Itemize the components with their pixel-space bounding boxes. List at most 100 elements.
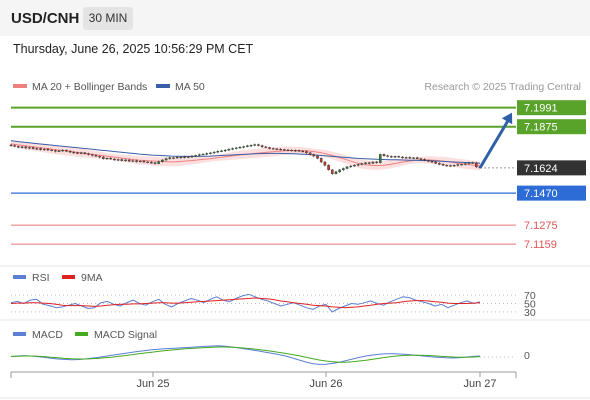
candle-body [393, 156, 397, 158]
candle-body [253, 144, 257, 146]
candle-body [39, 148, 42, 150]
candle-body [175, 156, 179, 159]
symbol-label: USD/CNH [11, 10, 80, 27]
candle-body [382, 154, 386, 156]
candle-body [319, 158, 323, 163]
rsi-level-label: 50 [524, 299, 536, 311]
macd-signal-legend-label: MACD Signal [94, 329, 157, 341]
candle-body [50, 149, 53, 151]
candle-body [212, 151, 216, 154]
candle-body [9, 144, 13, 146]
current-price-label: 7.1624 [524, 163, 558, 175]
rsi-line [10, 293, 481, 313]
current-price-tag [517, 160, 586, 176]
candle-body [445, 165, 449, 167]
candle-body [17, 146, 20, 148]
candle-body [109, 157, 113, 160]
candle-body [90, 154, 94, 156]
candle-body [257, 144, 260, 146]
candle-body [116, 159, 120, 161]
candle-body [227, 148, 231, 151]
candle-body [449, 165, 452, 167]
candle-body [456, 164, 460, 166]
candle-body [290, 149, 293, 152]
candle-body [102, 156, 105, 159]
macd-level-label: 0 [524, 350, 530, 362]
ma50-legend-label: MA 50 [175, 81, 205, 93]
x-tick-label: Jun 25 [136, 378, 169, 390]
resistance-level-label: 7.1991 [524, 103, 558, 115]
candle-body [345, 166, 349, 169]
candle-body [419, 158, 423, 160]
candle-body [463, 163, 467, 165]
candle-body [231, 148, 234, 150]
candle-body [164, 158, 168, 161]
candle-body [153, 162, 157, 164]
macd-signal-line [10, 346, 481, 363]
candle-body [190, 155, 194, 158]
x-tick-label: Jun 27 [463, 378, 496, 390]
candle-body [142, 160, 146, 163]
candle-body [467, 162, 471, 164]
forecast-arrow [478, 119, 510, 169]
candle-body [209, 152, 212, 154]
candle-body [72, 151, 76, 154]
candle-body [401, 156, 404, 159]
candle-body [308, 152, 312, 155]
candle-body [408, 157, 412, 159]
candle-body [438, 163, 441, 165]
candle-body [68, 150, 72, 153]
candle-body [135, 160, 138, 162]
candle-body [61, 149, 65, 152]
candle-body [338, 169, 341, 173]
candle-body [113, 158, 116, 161]
candle-body [46, 148, 50, 151]
candle-body [460, 164, 463, 166]
candle-body [356, 164, 360, 166]
candle-body [353, 165, 356, 167]
candle-body [312, 154, 316, 157]
candle-body [430, 161, 434, 163]
candle-body [271, 148, 275, 150]
candle-body [28, 147, 31, 149]
candle-body [327, 165, 330, 171]
bollinger-band [11, 141, 480, 171]
candle-body [375, 161, 378, 163]
rsi-level-label: 30 [524, 307, 536, 319]
timeframe-badge[interactable]: 30 MIN [83, 7, 133, 30]
rsi-ma-legend-label: 9MA [81, 272, 103, 284]
candle-body [471, 162, 474, 164]
candle-body [316, 155, 319, 159]
candle-body [426, 160, 430, 162]
support-level-tag [517, 185, 586, 201]
candle-body [194, 155, 197, 157]
candle-body [279, 148, 282, 151]
macd-legend-swatch [13, 332, 26, 336]
ma50-line [10, 140, 481, 164]
rsi-level-label: 70 [524, 290, 536, 302]
chart-header: USD/CNH 30 MIN [0, 0, 590, 36]
candle-body [205, 153, 209, 155]
target-level-label: 7.1275 [524, 220, 558, 232]
candle-body [146, 161, 149, 163]
candle-body [423, 159, 426, 161]
candle-body [246, 145, 249, 147]
candle-body [234, 147, 238, 149]
candle-body [364, 162, 367, 164]
candle-body [301, 150, 305, 153]
candle-body [168, 157, 172, 159]
rsi-ma-legend-swatch [62, 275, 75, 279]
candle-body [57, 150, 61, 152]
candle-body [220, 150, 223, 152]
candle-body [386, 155, 389, 157]
candle-body [367, 162, 371, 164]
candle-body [349, 165, 353, 168]
candle-body [42, 148, 46, 151]
rsi-legend-swatch [13, 275, 26, 279]
x-tick-label: Jun 26 [309, 378, 342, 390]
candle-body [13, 145, 16, 147]
candle-body [238, 146, 242, 149]
candle-body [76, 152, 79, 154]
candle-body [264, 146, 268, 148]
